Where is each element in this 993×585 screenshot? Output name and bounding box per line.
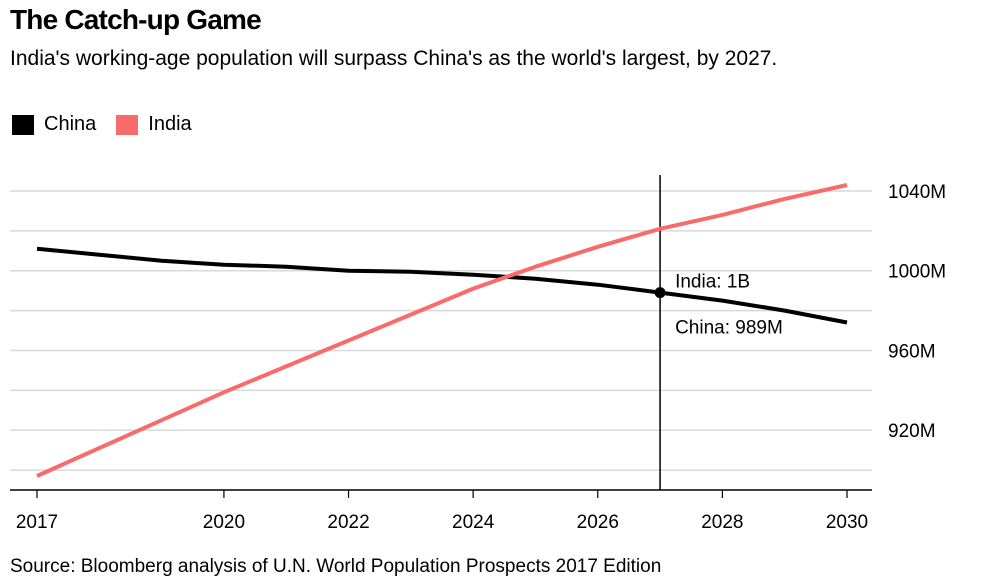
source-note: Source: Bloomberg analysis of U.N. World… (10, 556, 662, 577)
x-tick-label-2017: 2017 (16, 512, 58, 533)
x-tick-label-2020: 2020 (203, 512, 245, 533)
intersection-marker (654, 287, 666, 299)
legend-item-china: China (12, 113, 96, 136)
legend-swatch-india (116, 114, 139, 135)
y-tick-label-1000M: 1000M (888, 262, 946, 283)
legend-item-india: India (116, 113, 192, 136)
annotation-india: India: 1B (675, 272, 750, 293)
y-tick-label-960M: 960M (888, 341, 936, 362)
y-tick-label-920M: 920M (888, 421, 936, 442)
legend-label-india: India (148, 113, 192, 135)
legend-label-china: China (44, 113, 97, 135)
x-tick-label-2030: 2030 (826, 512, 868, 533)
legend: China India (12, 113, 212, 136)
legend-swatch-china (12, 114, 34, 135)
x-tick-label-2026: 2026 (577, 512, 619, 533)
chart-title: The Catch-up Game (10, 4, 262, 35)
series-line-china (36, 246, 848, 325)
y-tick-label-1040M: 1040M (888, 182, 946, 203)
x-tick-label-2022: 2022 (327, 512, 369, 533)
x-tick-label-2024: 2024 (452, 512, 495, 533)
chart-subtitle: India's working-age population will surp… (10, 47, 778, 70)
series-line-india (36, 183, 848, 478)
annotation-china: China: 989M (675, 318, 783, 339)
x-tick-label-2028: 2028 (701, 512, 743, 533)
